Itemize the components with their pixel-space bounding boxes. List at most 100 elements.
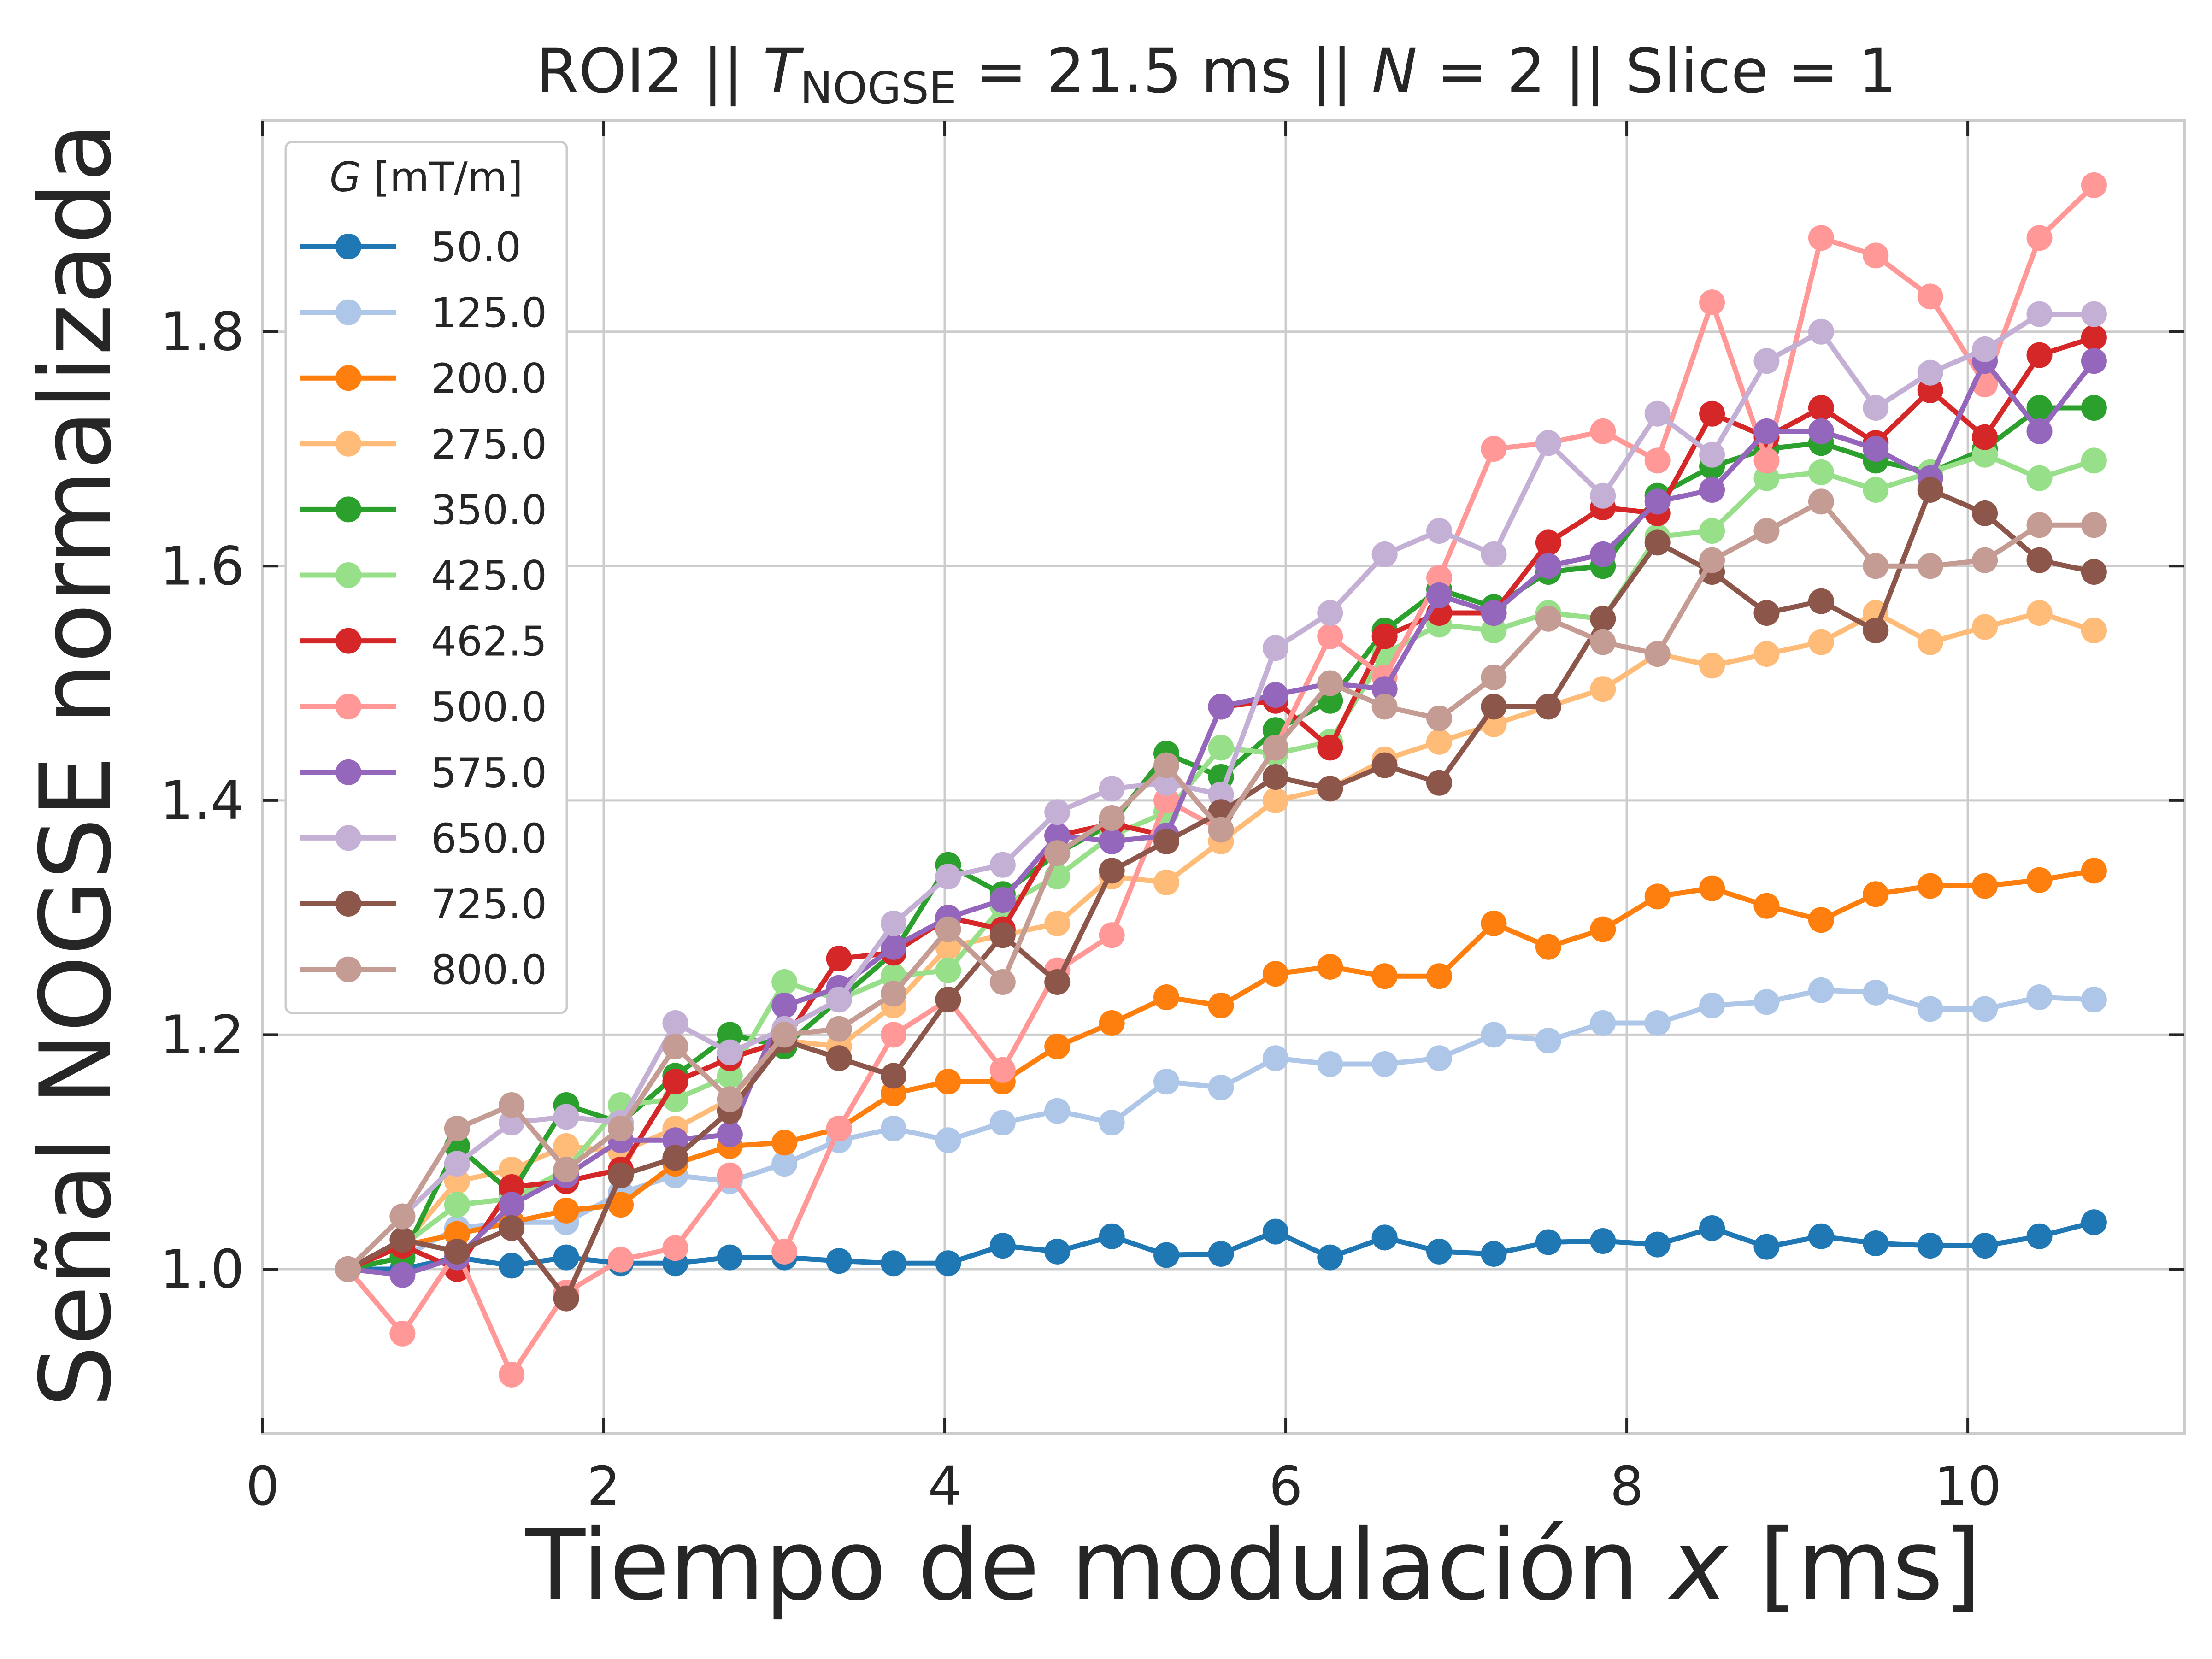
- data-point: [2026, 600, 2053, 626]
- data-point: [881, 1250, 907, 1277]
- data-point: [881, 934, 907, 960]
- data-point: [989, 969, 1016, 995]
- data-point: [717, 1162, 743, 1188]
- data-point: [771, 992, 798, 1018]
- data-point: [1262, 961, 1288, 987]
- legend-marker: [335, 628, 361, 654]
- legend-marker: [335, 956, 361, 982]
- data-point: [1426, 729, 1453, 755]
- y-tick-label: 1.8: [160, 301, 244, 363]
- data-point: [553, 1197, 579, 1224]
- data-point: [2081, 512, 2107, 538]
- data-point: [1972, 1233, 1998, 1259]
- legend-label: 125.0: [431, 289, 547, 337]
- data-point: [553, 1104, 579, 1130]
- data-point: [662, 1069, 688, 1095]
- y-tick-label: 1.4: [160, 770, 244, 832]
- data-point: [444, 1238, 470, 1265]
- legend-label: 500.0: [431, 683, 547, 731]
- data-point: [989, 852, 1016, 878]
- legend-item: 575.0: [300, 749, 547, 797]
- data-point: [1426, 705, 1453, 731]
- data-point: [1535, 529, 1561, 556]
- data-point: [1590, 606, 1616, 632]
- x-tick-label: 2: [587, 1456, 620, 1518]
- legend-item: 275.0: [300, 421, 547, 468]
- data-point: [1153, 869, 1180, 895]
- legend-item: 200.0: [300, 355, 547, 402]
- data-point: [1917, 629, 1943, 655]
- data-point: [1317, 776, 1343, 802]
- data-point: [2081, 172, 2107, 198]
- data-point: [1099, 1223, 1125, 1249]
- data-point: [1753, 348, 1780, 374]
- data-point: [444, 1115, 470, 1141]
- data-point: [1262, 1045, 1288, 1071]
- data-point: [2081, 858, 2107, 884]
- data-point: [826, 1016, 852, 1042]
- x-tick-label: 8: [1610, 1456, 1643, 1518]
- data-point: [1371, 963, 1398, 989]
- data-point: [826, 1115, 852, 1141]
- data-point: [1917, 477, 1943, 503]
- data-point: [608, 1115, 634, 1141]
- data-point: [389, 1262, 416, 1288]
- legend-item: 500.0: [300, 683, 547, 731]
- data-point: [1808, 488, 1834, 515]
- data-point: [2026, 984, 2053, 1011]
- data-point: [1808, 1223, 1834, 1249]
- plot-area-frame: [261, 119, 2186, 1435]
- data-point: [1153, 1242, 1180, 1268]
- data-point: [2026, 547, 2053, 573]
- data-point: [1972, 500, 1998, 526]
- data-point: [717, 1121, 743, 1147]
- data-point: [1972, 424, 1998, 450]
- data-point: [608, 1192, 634, 1218]
- data-point: [1481, 664, 1507, 690]
- data-point: [1317, 1244, 1343, 1271]
- data-point: [1044, 910, 1071, 936]
- legend-items: 50.0 125.0 200.0 275.0 350.0 425.0 462.5 500.0 5…: [300, 224, 547, 994]
- legend-item: 462.5: [300, 618, 547, 665]
- data-point: [1371, 694, 1398, 720]
- legend-label: 800.0: [431, 947, 547, 994]
- data-point: [1262, 1218, 1288, 1245]
- legend-label: 575.0: [431, 749, 547, 797]
- data-point: [1644, 1231, 1671, 1258]
- data-point: [989, 887, 1016, 913]
- data-point: [1481, 541, 1507, 567]
- data-point: [826, 987, 852, 1013]
- axis-ticks: 0 2 4 6 8 10 1.0 1.2 1.4 1.6 1.8: [160, 121, 2184, 1518]
- data-point: [1808, 977, 1834, 1003]
- legend-marker: [335, 562, 361, 588]
- data-point: [1644, 883, 1671, 910]
- data-point: [2026, 867, 2053, 893]
- data-point: [444, 1151, 470, 1177]
- legend: G [mT/m] 50.0 125.0 200.0 275.0 350.0 425.0 46…: [284, 141, 568, 1014]
- data-point: [2026, 225, 2053, 251]
- data-point: [989, 1057, 1016, 1083]
- data-point: [1972, 996, 1998, 1022]
- data-point: [1044, 799, 1071, 825]
- data-point: [2081, 618, 2107, 644]
- series-lines: [335, 172, 2107, 1388]
- data-point: [935, 987, 961, 1013]
- data-point: [1153, 984, 1180, 1011]
- legend-label: 650.0: [431, 815, 547, 862]
- data-point: [1808, 907, 1834, 933]
- y-axis-label: Señal NOGSE normalizada: [19, 123, 133, 1408]
- data-point: [1808, 459, 1834, 485]
- data-point: [2026, 465, 2053, 491]
- data-point: [1262, 764, 1288, 790]
- data-point: [1481, 436, 1507, 462]
- legend-box: [284, 141, 568, 1014]
- data-point: [1917, 873, 1943, 899]
- data-point: [989, 1233, 1016, 1259]
- data-point: [717, 1244, 743, 1271]
- data-point: [1699, 289, 1725, 316]
- data-point: [1699, 653, 1725, 679]
- data-point: [499, 1361, 525, 1388]
- data-point: [553, 1285, 579, 1312]
- legend-marker: [335, 694, 361, 720]
- data-point: [2026, 512, 2053, 538]
